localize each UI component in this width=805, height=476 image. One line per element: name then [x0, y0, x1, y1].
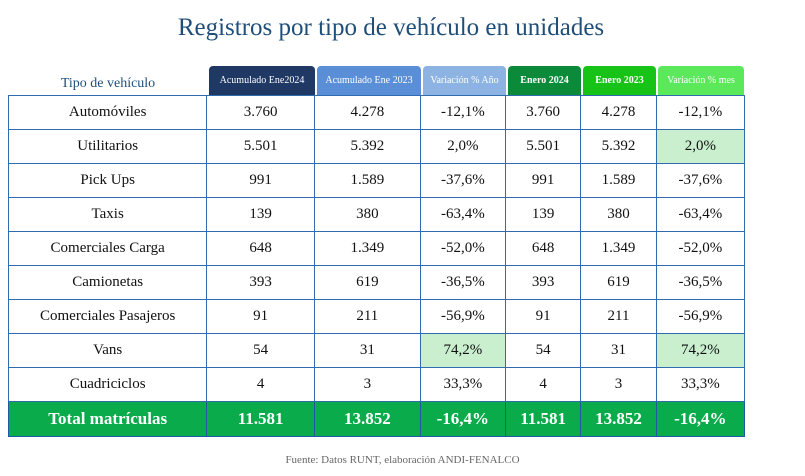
table-cell: 33,3%: [419, 367, 506, 402]
page-title: Registros por tipo de vehículo en unidad…: [177, 14, 605, 41]
table-row: Utilitarios 5.501 5.392 2,0% 5.501 5.392 2,0%: [7, 129, 746, 164]
table-cell: -16,4%: [655, 401, 746, 437]
row-label: Pick Ups: [7, 163, 208, 198]
table-cell: 5.392: [313, 129, 421, 164]
table-cell: 619: [580, 265, 657, 300]
table-cell: -36,5%: [655, 265, 746, 300]
row-label: Taxis: [7, 197, 208, 232]
table-cell: 13.852: [313, 401, 421, 437]
table-cell: -16,4%: [419, 401, 506, 437]
table-cell: 11.581: [504, 401, 582, 437]
row-label: Automóviles: [7, 95, 208, 130]
table-cell: 74,2%: [655, 333, 746, 368]
table-cell: 33,3%: [655, 367, 746, 402]
table-row: Taxis 139 380 -63,4% 139 380 -63,4%: [7, 197, 746, 232]
row-label: Comerciales Carga: [7, 231, 208, 266]
row-label: Vans: [7, 333, 208, 368]
table-cell: 4: [504, 367, 582, 402]
table-cell: 991: [206, 163, 315, 198]
table-cell: 4.278: [313, 95, 421, 130]
table-cell: 1.349: [313, 231, 421, 266]
table-cell: 3: [580, 367, 657, 402]
column-header: Enero 2023: [583, 66, 656, 95]
table-cell: -12,1%: [419, 95, 506, 130]
column-header: Acumulado Ene2024: [209, 66, 315, 95]
table-cell: 5.392: [580, 129, 657, 164]
table-cell: 54: [504, 333, 582, 368]
table-cell: 648: [206, 231, 315, 266]
table-cell: 211: [580, 299, 657, 334]
row-label: Utilitarios: [7, 129, 208, 164]
table-cell: -52,0%: [655, 231, 746, 266]
table-cell: 2,0%: [655, 129, 746, 164]
column-header: Enero 2024: [508, 66, 581, 95]
total-row: Total matrículas 11.581 13.852 -16,4% 11.581…: [7, 401, 746, 437]
table-cell: 1.589: [580, 163, 657, 198]
row-label: Camionetas: [7, 265, 208, 300]
table-cell: 139: [504, 197, 582, 232]
table-cell: 91: [206, 299, 315, 334]
table-cell: -56,9%: [419, 299, 506, 334]
registrations-table: Automóviles 3.760 4.278 -12,1% 3.760 4.278 -12…: [7, 95, 746, 437]
table-cell: 54: [206, 333, 315, 368]
table-cell: -56,9%: [655, 299, 746, 334]
table-row: Vans 54 31 74,2% 54 31 74,2%: [7, 333, 746, 368]
table-cell: 139: [206, 197, 315, 232]
table-cell: 211: [313, 299, 421, 334]
table-row: Comerciales Pasajeros 91 211 -56,9% 91 211 -56…: [7, 299, 746, 334]
table-cell: 619: [313, 265, 421, 300]
table-cell: 3.760: [504, 95, 582, 130]
table-cell: -63,4%: [655, 197, 746, 232]
table-cell: 2,0%: [419, 129, 506, 164]
table-cell: 393: [504, 265, 582, 300]
row-header-label: Tipo de vehículo: [60, 76, 156, 91]
table-cell: -52,0%: [419, 231, 506, 266]
table-row: Automóviles 3.760 4.278 -12,1% 3.760 4.278 -12…: [7, 95, 746, 130]
table-cell: 991: [504, 163, 582, 198]
table-row: Comerciales Carga 648 1.349 -52,0% 648 1.349-…: [7, 231, 746, 266]
table-cell: 1.349: [580, 231, 657, 266]
table-cell: -63,4%: [419, 197, 506, 232]
table-cell: -36,5%: [419, 265, 506, 300]
table-row: Pick Ups 991 1.589 -37,6% 991 1.589 -37,6%: [7, 163, 746, 198]
column-header: Variación % mes: [658, 66, 744, 95]
table-cell: 5.501: [206, 129, 315, 164]
table-cell: 3.760: [206, 95, 315, 130]
table-cell: 3: [313, 367, 421, 402]
row-label: Cuadriciclos: [7, 367, 208, 402]
source-note: Fuente: Datos RUNT, elaboración ANDI-FEN…: [285, 454, 520, 466]
table-row: Camionetas 393 619 -36,5% 393 619 -36,5%: [7, 265, 746, 300]
table-cell: 13.852: [580, 401, 657, 437]
table-cell: 74,2%: [419, 333, 506, 368]
table-cell: 380: [313, 197, 421, 232]
column-header: Acumulado Ene 2023: [317, 66, 421, 95]
table-cell: 4: [206, 367, 315, 402]
table-cell: 5.501: [504, 129, 582, 164]
table-cell: 31: [313, 333, 421, 368]
table-cell: -12,1%: [655, 95, 746, 130]
table-cell: 648: [504, 231, 582, 266]
table-cell: 4.278: [580, 95, 657, 130]
row-label: Comerciales Pasajeros: [7, 299, 208, 334]
table-cell: 380: [580, 197, 657, 232]
table-cell: 31: [580, 333, 657, 368]
table-cell: 393: [206, 265, 315, 300]
table-cell: 11.581: [206, 401, 315, 437]
table-cell: 91: [504, 299, 582, 334]
column-header: Variación % Año: [423, 66, 506, 95]
table-cell: -37,6%: [419, 163, 506, 198]
row-label: Total matrículas: [7, 401, 208, 437]
table-cell: 1.589: [313, 163, 421, 198]
table-row: Cuadriciclos 4 3 33,3% 4 3 33,3%: [7, 367, 746, 402]
table-cell: -37,6%: [655, 163, 746, 198]
